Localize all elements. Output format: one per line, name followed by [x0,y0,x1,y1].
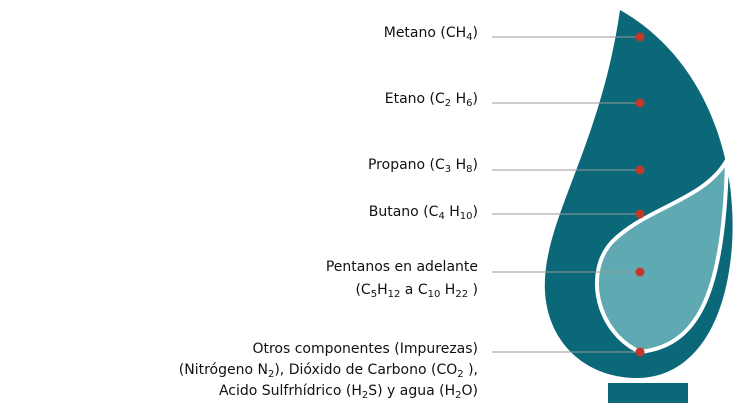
label-text: Otros componentes (Impurezas) [252,341,478,357]
marker-dot [636,348,645,357]
component-label: Butano (C4 H10) [369,204,478,222]
flame-base [608,383,688,403]
label-text: ) [473,157,478,173]
label-text: H [377,282,388,298]
diagram: Metano (CH4) Etano (C2 H6) Propano (C3 H8)… [0,0,743,403]
component-label: Propano (C3 H8) [368,157,478,175]
label-text: ) [473,91,478,107]
label-text: ), [464,362,478,378]
label-text: Acido Sulfrhídrico (H [219,383,362,399]
subscript: 10 [428,289,441,300]
label-text: H [445,204,460,220]
label-text: ) [473,204,478,220]
component-label: (C5H12 a C10 H22 ) [355,282,478,300]
subscript: 22 [455,289,468,300]
marker-dot [636,99,645,108]
label-text: a C [400,282,427,298]
marker-dot [636,210,645,219]
label-text: Metano (CH [384,25,466,41]
label-text: ), Dióxido de Carbono (CO [274,362,457,378]
marker-dot [636,166,645,175]
label-text: Pentanos en adelante [326,259,478,275]
subscript: 12 [388,289,401,300]
label-text: Propano (C [368,157,445,173]
label-text: H [451,157,466,173]
label-text: ) [473,25,478,41]
label-text: Butano (C [369,204,439,220]
component-label: (Nitrógeno N2), Dióxido de Carbono (CO2 … [179,362,478,380]
component-label: Otros componentes (Impurezas) [252,341,478,357]
label-text: H [451,91,466,107]
component-label: Etano (C2 H6) [385,91,478,109]
label-text: O) [462,383,478,399]
label-text: (C [355,282,370,298]
subscript: 10 [460,211,473,222]
marker-dot [636,33,645,42]
label-text: H [440,282,455,298]
label-text: ) [468,282,478,298]
component-label: Pentanos en adelante [326,259,478,275]
marker-dot [636,268,645,277]
label-text: S) y agua (H [368,383,455,399]
label-text: (Nitrógeno N [179,362,268,378]
component-label: Metano (CH4) [384,25,478,43]
component-label: Acido Sulfrhídrico (H2S) y agua (H2O) [219,383,478,401]
label-text: Etano (C [385,91,445,107]
